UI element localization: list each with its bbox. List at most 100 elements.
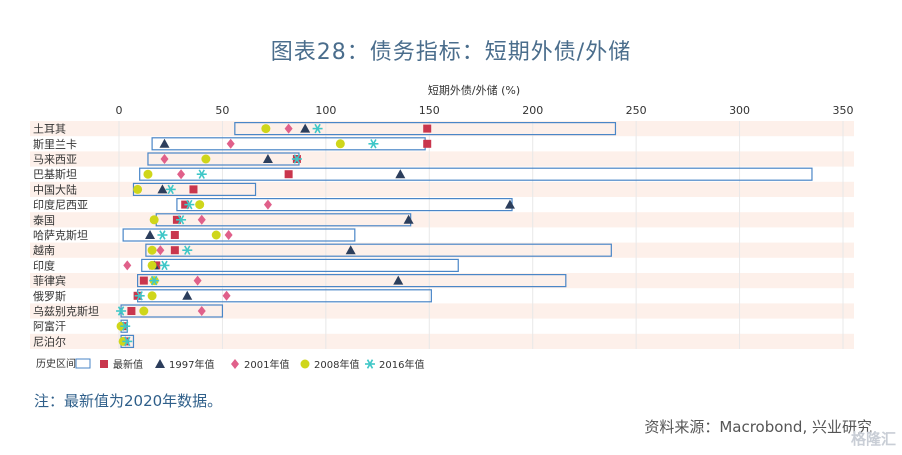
y1997-marker (182, 290, 193, 300)
y1997-marker (504, 199, 515, 209)
category-label: 马来西亚 (33, 153, 77, 166)
y2008-marker (335, 139, 345, 149)
range-dot-chart: 短期外债/外储 (%) 0 50 100 150 200 250 300 350 土耳其斯里兰… (30, 83, 854, 371)
y-axis-labels: 土耳其斯里兰卡马来西亚巴基斯坦中国大陆印度尼西亚泰国哈萨克斯坦越南印度菲律宾俄罗… (33, 123, 99, 349)
y2001-marker (263, 199, 272, 210)
legend-label: 1997年值 (169, 358, 214, 371)
category-label: 巴基斯坦 (33, 167, 77, 181)
y2016-marker (120, 321, 131, 331)
category-label: 尼泊尔 (33, 335, 66, 348)
y2001-marker (160, 154, 169, 164)
y2008-marker (201, 154, 211, 164)
category-label: 阿富汗 (33, 319, 66, 333)
range-box (137, 274, 567, 288)
latest-marker (423, 124, 432, 133)
y2008-marker (211, 230, 221, 240)
row-band (30, 273, 854, 289)
y2001-marker (193, 275, 202, 286)
y1997-marker (395, 169, 406, 179)
y2016-marker (176, 215, 187, 225)
y2001-marker (123, 260, 132, 271)
legend-label: 2001年值 (244, 358, 289, 371)
y1997-marker (345, 245, 356, 255)
latest-marker (170, 246, 179, 255)
x-tick-label: 150 (419, 104, 440, 117)
y2008-marker (147, 260, 157, 270)
legend-label: 2008年值 (314, 358, 359, 371)
y2008-marker (147, 291, 157, 301)
y2008-marker (133, 184, 143, 194)
category-label: 斯里兰卡 (33, 138, 77, 151)
y2016-marker (165, 184, 176, 195)
range-boxes (120, 121, 813, 348)
y2016-marker (122, 336, 133, 347)
y2016-marker (134, 291, 145, 301)
latest-marker (189, 185, 198, 194)
row-band (30, 303, 854, 319)
y2008-marker (261, 124, 271, 134)
x-axis-ticks: 0 50 100 150 200 250 300 350 (116, 104, 854, 117)
range-box (234, 121, 617, 136)
row-band (30, 242, 854, 258)
category-label: 乌兹别克斯坦 (33, 304, 99, 318)
y1997-marker (145, 230, 156, 239)
range-box (176, 198, 513, 212)
legend-label: 2016年值 (379, 358, 424, 371)
category-label: 菲律宾 (33, 274, 66, 288)
y1997-marker (403, 214, 414, 224)
legend-y2016-marker (365, 359, 375, 369)
y2016-marker (159, 260, 170, 271)
y1997-marker (157, 184, 168, 194)
category-label: 土耳其 (33, 123, 66, 136)
y2001-marker (156, 245, 165, 256)
y2016-marker (184, 199, 195, 210)
x-tick-label: 50 (215, 104, 229, 117)
legend-label: 最新值 (113, 358, 143, 371)
y2001-marker (197, 306, 206, 316)
category-label: 印度 (33, 258, 55, 272)
legend-range-swatch (75, 358, 91, 369)
data-markers (116, 123, 515, 347)
legend-label: 历史区间 (36, 357, 76, 370)
x-tick-label: 300 (729, 104, 750, 117)
chart-title: 图表28：债务指标：短期外债/外储 (270, 40, 632, 65)
x-axis-label: 短期外债/外储 (%) (428, 83, 520, 97)
range-box (139, 167, 813, 181)
legend-latest-marker (100, 360, 108, 368)
latest-marker (139, 276, 148, 285)
legend-y2001-marker (231, 359, 239, 369)
y2001-marker (197, 214, 206, 225)
y2008-marker (147, 245, 157, 255)
y2016-marker (116, 306, 127, 316)
row-bands (30, 121, 854, 349)
y2001-marker (177, 169, 186, 180)
x-tick-label: 250 (626, 104, 647, 117)
y2001-marker (284, 123, 293, 134)
y2001-marker (224, 230, 233, 240)
latest-marker (284, 170, 293, 179)
category-label: 泰国 (33, 213, 55, 227)
category-label: 印度尼西亚 (33, 198, 88, 212)
range-box (122, 228, 356, 242)
category-label: 越南 (33, 243, 55, 257)
latest-marker (423, 139, 432, 148)
row-band (30, 212, 854, 228)
y2016-marker (196, 169, 207, 179)
footnote: 注：最新值为2020年数据。 (34, 392, 223, 410)
y2016-marker (368, 139, 379, 149)
x-tick-label: 100 (315, 104, 336, 117)
y2008-marker (195, 200, 205, 210)
y2016-marker (149, 275, 160, 286)
x-tick-label: 200 (522, 104, 543, 117)
watermark-logo: 格隆汇 (850, 430, 896, 448)
category-label: 俄罗斯 (33, 290, 66, 303)
legend-y2008-marker (300, 359, 310, 369)
source-note: 资料来源：Macrobond, 兴业研究 (644, 418, 872, 436)
y2001-marker (226, 138, 235, 149)
y1997-marker (159, 138, 170, 148)
row-band (30, 333, 854, 349)
range-box (137, 289, 432, 303)
row-band (30, 121, 854, 137)
category-label: 哈萨克斯坦 (33, 228, 88, 242)
legend-y1997-marker (155, 359, 165, 368)
